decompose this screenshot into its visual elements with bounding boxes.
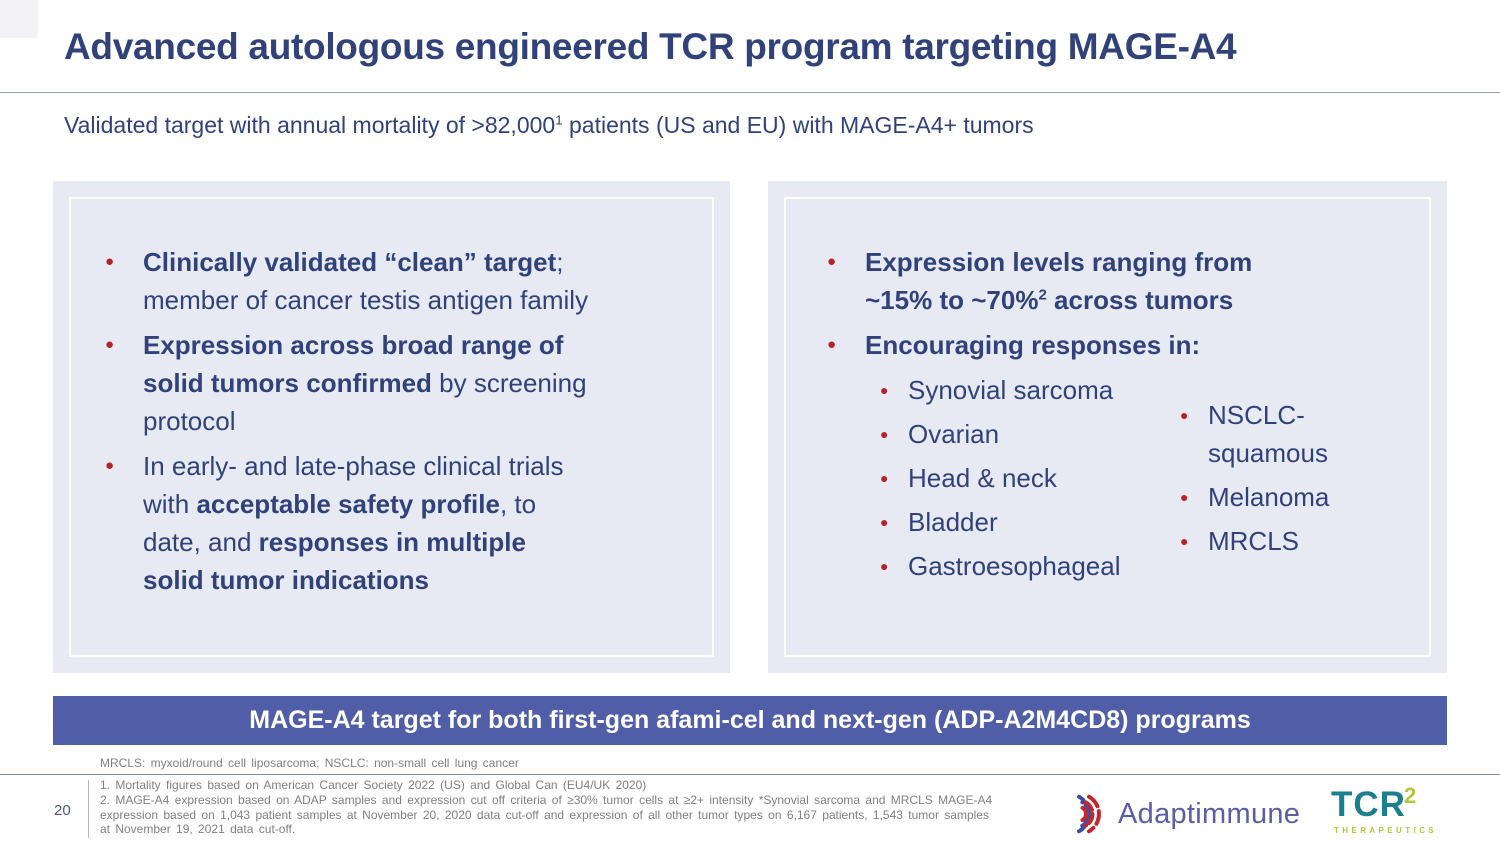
adaptimmune-wordmark: Adaptimmune — [1118, 797, 1301, 830]
tcr2-wordmark: TCR — [1331, 785, 1406, 824]
bullet-text: Clinically validated “clean” target; mem… — [143, 247, 589, 315]
footnotes: 1. Mortality figures based on American C… — [100, 778, 995, 837]
indication-label: Ovarian — [908, 419, 1000, 449]
indication-column-2: ● NSCLC-squamous ● Melanoma ● MRCLS — [1180, 371, 1365, 591]
bullet-icon: ● — [827, 336, 837, 353]
bullet-icon: ● — [880, 382, 889, 398]
footnote-abbreviations: MRCLS: myxoid/round cell liposarcoma; NS… — [100, 756, 519, 770]
banner-text: MAGE-A4 target for both first-gen afami-… — [249, 706, 1251, 734]
right-panel: ● Expression levels ranging from ~15% to… — [768, 181, 1447, 673]
list-item: ● Encouraging responses in: — [827, 326, 1427, 364]
indication-label: Synovial sarcoma — [908, 375, 1114, 405]
adaptimmune-logo: Adaptimmune — [1056, 791, 1300, 837]
indication-column-1: ● Synovial sarcoma ● Ovarian ● Head & ne… — [880, 371, 1180, 591]
left-panel: ● Clinically validated “clean” target; m… — [53, 181, 730, 673]
indication-label: Head & neck — [908, 463, 1057, 493]
list-item: ● Melanoma — [1180, 478, 1365, 516]
left-panel-content: ● Clinically validated “clean” target; m… — [105, 243, 705, 606]
footer-divider — [88, 780, 89, 838]
page-number: 20 — [54, 802, 71, 819]
bullet-text: Expression across broad range of solid t… — [143, 330, 587, 436]
bullet-icon: ● — [105, 253, 115, 270]
indication-columns: ● Synovial sarcoma ● Ovarian ● Head & ne… — [827, 371, 1427, 591]
bullet-icon: ● — [1180, 489, 1189, 505]
list-item: ● Synovial sarcoma — [880, 371, 1180, 409]
bullet-icon: ● — [880, 426, 889, 442]
list-item: ● Ovarian — [880, 415, 1180, 453]
list-item: ● MRCLS — [1180, 522, 1365, 560]
bullet-icon: ● — [1180, 407, 1189, 423]
bullet-icon: ● — [827, 253, 837, 270]
footnote-1: 1. Mortality figures based on American C… — [100, 778, 647, 792]
bullet-text: In early- and late-phase clinical trials… — [143, 451, 564, 595]
tcr2-wordmark-row: TCR2 — [1331, 783, 1437, 825]
bullet-icon: ● — [880, 470, 889, 486]
list-item: ● Gastroesophageal — [880, 547, 1180, 585]
list-item: ● Bladder — [880, 503, 1180, 541]
list-item: ● Expression levels ranging from ~15% to… — [827, 243, 1427, 319]
list-item: ● NSCLC-squamous — [1180, 396, 1365, 472]
bullet-text: Encouraging responses in: — [865, 330, 1201, 360]
footnote-divider — [0, 774, 1500, 775]
bullet-icon: ● — [105, 336, 115, 353]
footnote-2: 2. MAGE-A4 expression based on ADAP samp… — [100, 792, 993, 837]
title-divider — [0, 92, 1500, 93]
right-panel-content: ● Expression levels ranging from ~15% to… — [827, 243, 1427, 591]
indication-label: Gastroesophageal — [908, 551, 1121, 581]
tcr2-logo: TCR2 THERAPEUTICS — [1331, 783, 1438, 835]
corner-decoration — [0, 0, 38, 38]
subtitle: Validated target with annual mortality o… — [64, 112, 1034, 138]
page-title: Advanced autologous engineered TCR progr… — [64, 26, 1237, 67]
indication-label: Melanoma — [1208, 482, 1330, 512]
adaptimmune-arcs-icon — [1077, 794, 1101, 834]
indication-label: NSCLC-squamous — [1208, 400, 1328, 468]
indication-label: MRCLS — [1208, 526, 1300, 556]
bullet-icon: ● — [880, 558, 889, 574]
list-item: ● In early- and late-phase clinical tria… — [105, 447, 705, 599]
bullet-text: Expression levels ranging from ~15% to ~… — [865, 247, 1253, 315]
bullet-icon: ● — [1180, 533, 1189, 549]
indication-label: Bladder — [908, 507, 998, 537]
tcr2-superscript: 2 — [1403, 783, 1417, 808]
list-item: ● Expression across broad range of solid… — [105, 326, 705, 440]
tcr2-tagline: THERAPEUTICS — [1334, 826, 1438, 835]
list-item: ● Clinically validated “clean” target; m… — [105, 243, 705, 319]
bullet-icon: ● — [880, 514, 889, 530]
highlight-banner: MAGE-A4 target for both first-gen afami-… — [53, 696, 1447, 745]
bullet-icon: ● — [105, 457, 115, 474]
list-item: ● Head & neck — [880, 459, 1180, 497]
